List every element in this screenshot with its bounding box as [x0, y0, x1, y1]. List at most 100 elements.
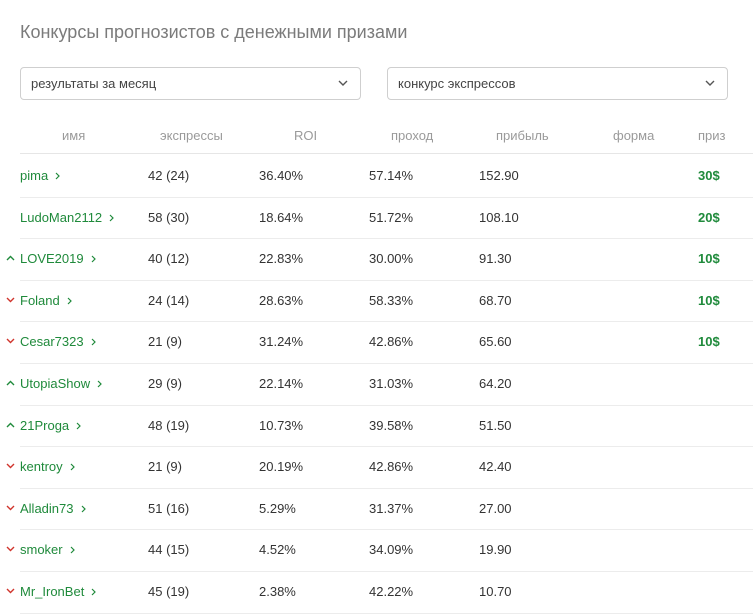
express-count: 21 (9) [148, 334, 182, 350]
table-header: имя экспрессы ROI проход прибыль форма п… [0, 116, 753, 154]
trend-down-icon [6, 338, 15, 344]
roi-value: 2.38% [259, 583, 296, 599]
table-row[interactable]: LOVE2019 40 (12) 22.83% 30.00% 91.30 10$ [0, 238, 753, 281]
forecaster-name-link[interactable]: UtopiaShow [20, 376, 102, 391]
chevron-down-icon [338, 80, 348, 86]
pass-rate: 51.72% [369, 209, 414, 225]
roi-value: 22.14% [259, 375, 304, 391]
pass-rate: 39.58% [369, 417, 414, 433]
period-select[interactable]: результаты за месяц [20, 67, 361, 100]
profit-value: 10.70 [479, 583, 512, 599]
profit-value: 51.50 [479, 417, 512, 433]
profit-value: 19.90 [479, 542, 512, 558]
trend-up-icon [6, 422, 15, 428]
header-form[interactable]: форма [613, 128, 655, 143]
profit-value: 42.40 [479, 459, 512, 475]
forecaster-name: LOVE2019 [20, 251, 84, 267]
forecaster-name-link[interactable]: smoker [20, 542, 75, 557]
contest-select[interactable]: конкурс экспрессов [387, 67, 728, 100]
profit-value: 65.60 [479, 334, 512, 350]
express-count: 40 (12) [148, 251, 190, 267]
forecaster-name-link[interactable]: Cesar7323 [20, 334, 96, 349]
forecaster-name-link[interactable]: Foland [20, 293, 72, 308]
forecaster-name: UtopiaShow [20, 375, 91, 391]
roi-value: 10.73% [259, 417, 304, 433]
profit-value: 152.90 [479, 168, 519, 183]
trend-down-icon [6, 588, 15, 594]
pass-rate: 42.86% [369, 334, 414, 350]
express-count: 42 (24) [148, 168, 190, 183]
period-select-value: результаты за месяц [31, 76, 157, 91]
express-count: 58 (30) [148, 209, 190, 225]
forecaster-name-link[interactable]: 21Proga [20, 418, 82, 433]
chevron-right-icon [55, 172, 61, 180]
table-row[interactable]: Cesar7323 21 (9) 31.24% 42.86% 65.60 10$ [0, 321, 753, 364]
chevron-right-icon [91, 255, 96, 263]
chevron-right-icon [67, 297, 72, 305]
chevron-right-icon [97, 380, 102, 388]
forecaster-name: Foland [20, 292, 60, 308]
header-pass[interactable]: проход [391, 128, 434, 143]
chevron-right-icon [81, 505, 86, 513]
forecaster-name: LudoMan2112 [20, 209, 103, 225]
roi-value: 18.64% [259, 209, 304, 225]
header-express[interactable]: экспрессы [160, 128, 223, 143]
express-count: 24 (14) [148, 292, 190, 308]
header-roi[interactable]: ROI [294, 128, 318, 143]
pass-rate: 58.33% [369, 292, 414, 308]
forecaster-name-link[interactable]: LOVE2019 [20, 251, 96, 266]
prize-value: 20$ [698, 209, 720, 225]
profit-value: 108.10 [479, 209, 519, 225]
header-prize[interactable]: приз [698, 128, 726, 143]
pass-rate: 34.09% [369, 542, 414, 558]
forecaster-name-link[interactable]: Alladin73 [20, 501, 86, 516]
forecaster-name-link[interactable]: pima [20, 168, 61, 183]
table-row[interactable]: smoker 44 (15) 4.52% 34.09% 19.90 [0, 529, 753, 572]
forecaster-name: Cesar7323 [20, 334, 84, 350]
results-table: pima 42 (24) 36.40% 57.14% 152.90 30$ LudoMan2… [0, 155, 753, 614]
forecaster-name: smoker [20, 542, 63, 558]
express-count: 48 (19) [148, 417, 190, 433]
express-count: 44 (15) [148, 542, 190, 558]
trend-up-icon [6, 380, 15, 386]
roi-value: 22.83% [259, 251, 304, 267]
chevron-right-icon [91, 338, 96, 346]
header-profit[interactable]: прибыль [496, 128, 549, 143]
forecaster-name-link[interactable]: LudoMan2112 [20, 209, 115, 225]
trend-down-icon [6, 546, 15, 552]
pass-rate: 42.86% [369, 459, 414, 475]
forecaster-name: pima [20, 168, 49, 183]
forecaster-name-link[interactable]: Mr_IronBet [20, 583, 97, 599]
express-count: 29 (9) [148, 375, 182, 391]
chevron-right-icon [70, 463, 75, 471]
prize-value: 10$ [698, 292, 720, 308]
table-row[interactable]: UtopiaShow 29 (9) 22.14% 31.03% 64.20 [0, 363, 753, 406]
contest-select-value: конкурс экспрессов [398, 76, 516, 91]
profit-value: 91.30 [479, 251, 512, 267]
express-count: 51 (16) [148, 500, 190, 516]
trend-down-icon [6, 297, 15, 303]
table-row[interactable]: kentroy 21 (9) 20.19% 42.86% 42.40 [0, 446, 753, 489]
chevron-right-icon [76, 422, 82, 429]
forecaster-name: kentroy [20, 459, 63, 475]
roi-value: 20.19% [259, 459, 304, 475]
table-row[interactable]: 21Proga 48 (19) 10.73% 39.58% 51.50 [0, 405, 753, 448]
forecaster-name-link[interactable]: kentroy [20, 459, 75, 474]
chevron-right-icon [91, 588, 97, 596]
prize-value: 10$ [698, 251, 720, 267]
pass-rate: 42.22% [369, 583, 414, 599]
pass-rate: 31.03% [369, 375, 414, 391]
table-row[interactable]: Foland 24 (14) 28.63% 58.33% 68.70 10$ [0, 280, 753, 323]
header-name[interactable]: имя [62, 128, 86, 143]
table-row[interactable]: Mr_IronBet 45 (19) 2.38% 42.22% 10.70 [0, 571, 753, 614]
chevron-down-icon [705, 80, 715, 86]
prize-value: 10$ [698, 334, 720, 350]
table-row[interactable]: LudoMan2112 58 (30) 18.64% 51.72% 108.10 20$ [0, 197, 753, 240]
trend-down-icon [6, 463, 15, 469]
roi-value: 31.24% [259, 334, 304, 350]
table-row[interactable]: Alladin73 51 (16) 5.29% 31.37% 27.00 [0, 488, 753, 531]
table-row[interactable]: pima 42 (24) 36.40% 57.14% 152.90 30$ [0, 155, 753, 198]
forecaster-name: Mr_IronBet [20, 583, 85, 599]
profit-value: 27.00 [479, 500, 512, 516]
roi-value: 28.63% [259, 292, 304, 308]
